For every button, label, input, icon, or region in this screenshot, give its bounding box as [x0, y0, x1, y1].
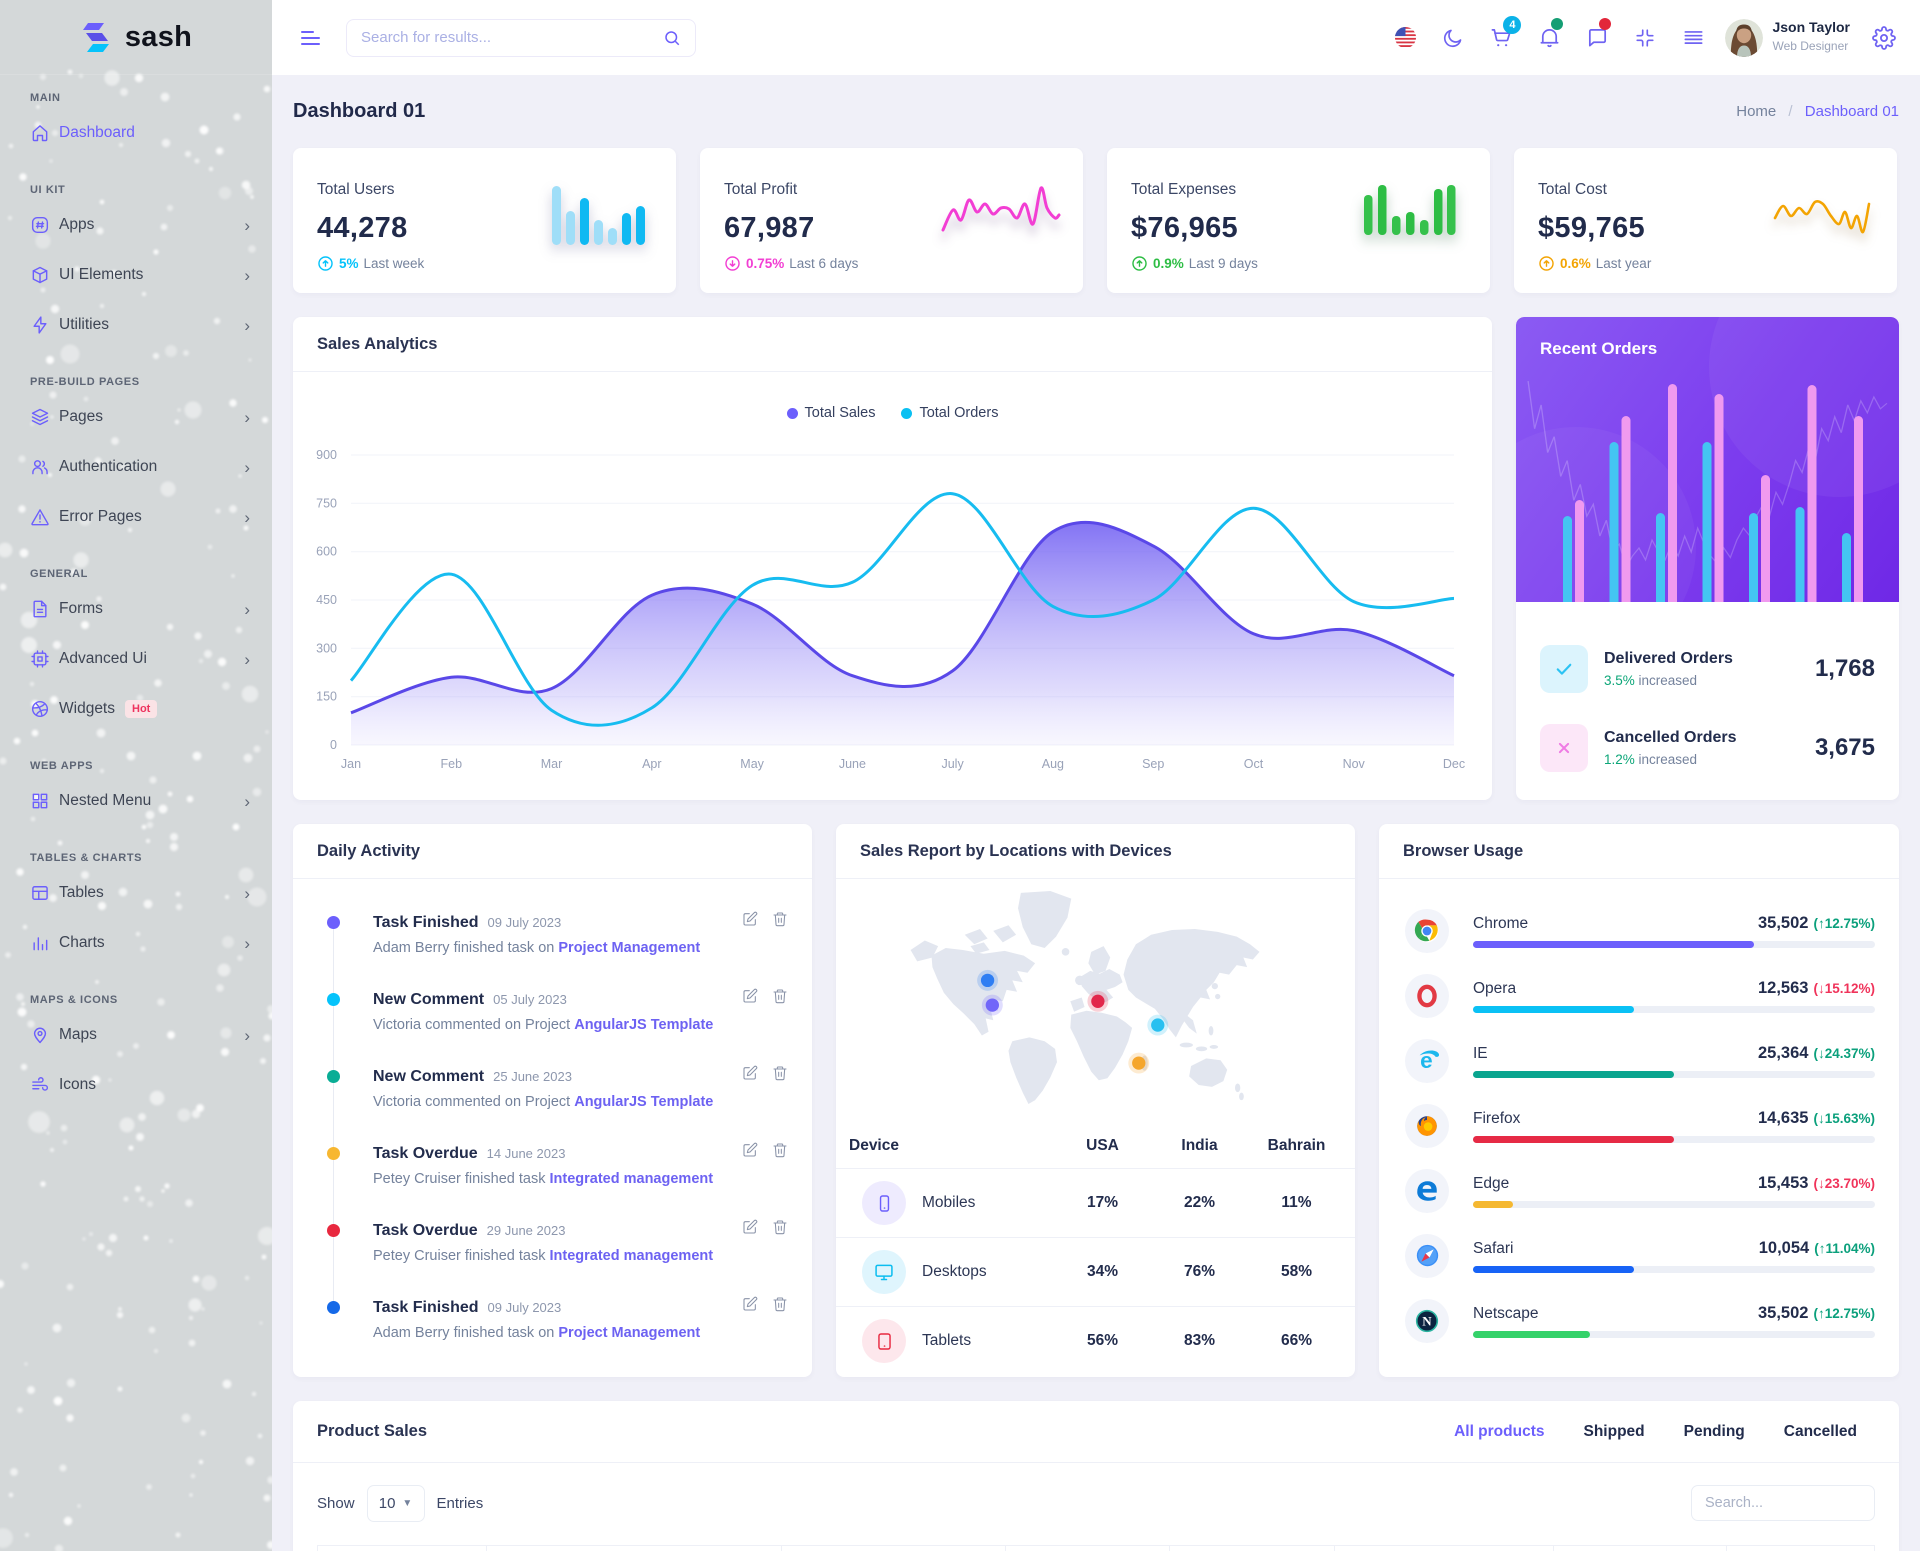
svg-text:750: 750 [316, 496, 337, 510]
svg-text:Oct: Oct [1244, 757, 1264, 771]
svg-text:Mar: Mar [541, 757, 563, 771]
svg-text:900: 900 [316, 448, 337, 462]
svg-text:N: N [1422, 1313, 1432, 1328]
svg-text:July: July [941, 757, 964, 771]
svg-text:Nov: Nov [1343, 757, 1366, 771]
svg-text:June: June [839, 757, 866, 771]
svg-text:300: 300 [316, 641, 337, 655]
svg-text:Dec: Dec [1443, 757, 1465, 771]
svg-text:450: 450 [316, 593, 337, 607]
svg-text:Sep: Sep [1142, 757, 1164, 771]
svg-text:0: 0 [330, 738, 337, 752]
svg-text:Apr: Apr [642, 757, 661, 771]
svg-text:600: 600 [316, 545, 337, 559]
svg-text:Aug: Aug [1042, 757, 1064, 771]
svg-text:Feb: Feb [441, 757, 463, 771]
svg-text:150: 150 [316, 690, 337, 704]
svg-text:Jan: Jan [341, 757, 361, 771]
svg-text:May: May [740, 757, 764, 771]
